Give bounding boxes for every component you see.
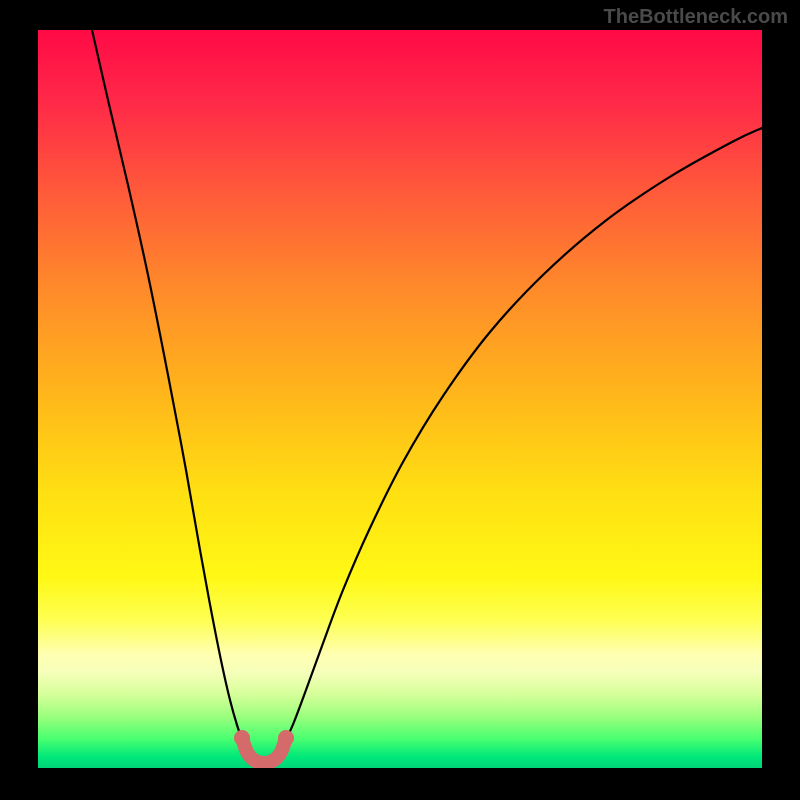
- curve-right: [285, 128, 762, 742]
- marker-dot-right: [278, 730, 294, 746]
- watermark-text: TheBottleneck.com: [604, 6, 788, 29]
- curve-left: [92, 30, 243, 742]
- plot-area: [38, 30, 762, 768]
- marker-dot-left: [234, 730, 250, 746]
- curve-layer: [38, 30, 762, 768]
